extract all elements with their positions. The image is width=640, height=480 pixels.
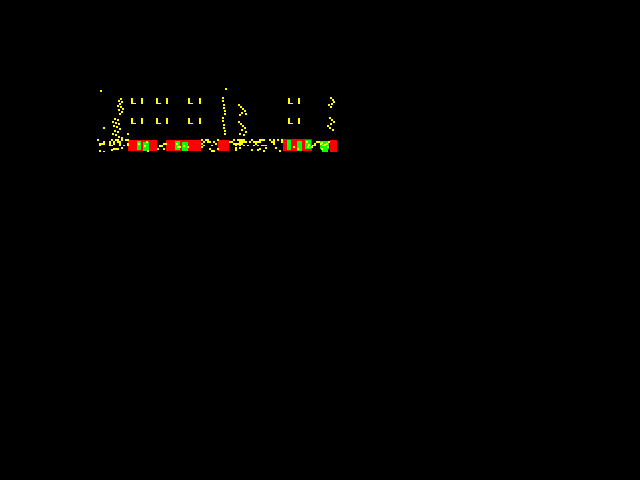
glitch-text-block [100, 88, 335, 139]
loading-band [97, 139, 337, 152]
